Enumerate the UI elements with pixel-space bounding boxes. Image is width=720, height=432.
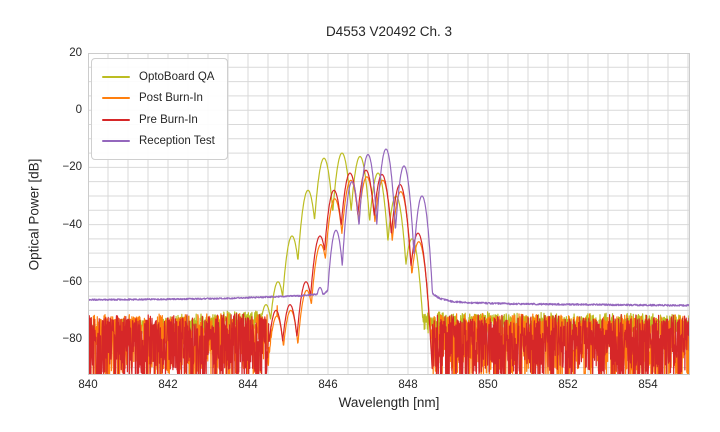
legend-label: Reception Test bbox=[139, 135, 215, 148]
x-tick-label: 846 bbox=[318, 379, 338, 391]
legend-label: Pre Burn-In bbox=[139, 113, 198, 126]
y-tick-label: −80 bbox=[62, 332, 82, 345]
x-tick-label: 850 bbox=[478, 379, 498, 391]
axes-frame bbox=[88, 53, 690, 375]
x-axis-label: Wavelength [nm] bbox=[338, 395, 440, 410]
legend-item: Post Burn-In bbox=[102, 88, 215, 110]
legend-label: OptoBoard QA bbox=[139, 70, 215, 83]
legend-item: Reception Test bbox=[102, 131, 215, 153]
y-axis-label: Optical Power [dB] bbox=[26, 158, 42, 271]
y-tick-label: −60 bbox=[62, 275, 82, 288]
legend: OptoBoard QA Post Burn-In Pre Burn-In Recep… bbox=[91, 58, 228, 160]
x-tick-label: 840 bbox=[78, 379, 98, 391]
legend-line-swatch bbox=[102, 118, 130, 121]
y-tick-label: −20 bbox=[62, 161, 82, 174]
y-tick-label: 20 bbox=[69, 47, 82, 59]
legend-line-swatch bbox=[102, 75, 130, 78]
legend-item: Pre Burn-In bbox=[102, 109, 215, 131]
legend-item: OptoBoard QA bbox=[102, 66, 215, 88]
legend-line-swatch bbox=[102, 97, 130, 100]
x-tick-label: 844 bbox=[238, 379, 258, 391]
y-tick-label: 0 bbox=[75, 104, 82, 117]
series-line-reception-test bbox=[88, 148, 690, 375]
x-tick-label: 848 bbox=[398, 379, 418, 391]
y-tick-label: −40 bbox=[62, 218, 82, 231]
x-tick-label: 854 bbox=[638, 379, 658, 391]
series-line-pre-burn-in bbox=[88, 169, 690, 375]
chart-title: D4553 V20492 Ch. 3 bbox=[325, 24, 453, 39]
legend-label: Post Burn-In bbox=[139, 92, 203, 105]
x-tick-label: 842 bbox=[158, 379, 178, 391]
legend-line-swatch bbox=[102, 140, 130, 143]
x-tick-label: 852 bbox=[558, 379, 578, 391]
